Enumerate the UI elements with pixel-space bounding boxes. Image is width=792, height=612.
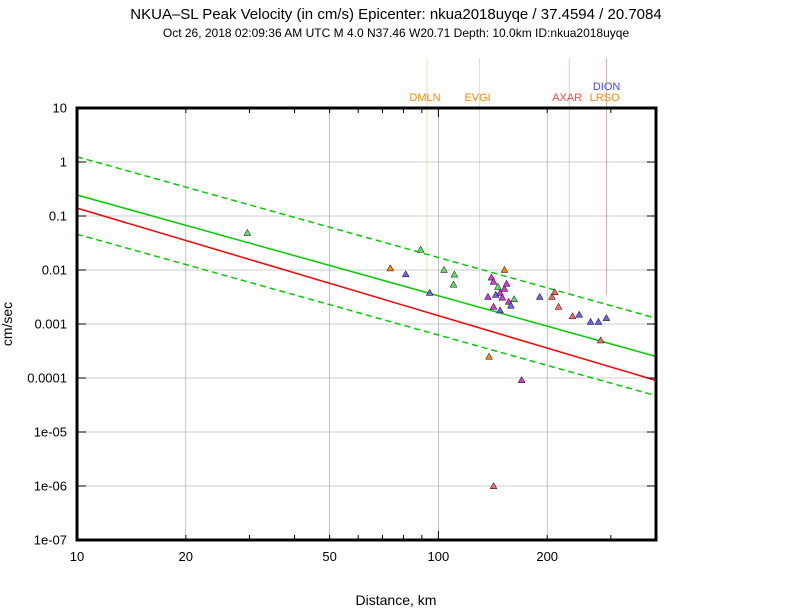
chart-subtitle: Oct 26, 2018 02:09:36 AM UTC M 4.0 N37.4…	[163, 26, 630, 40]
axis-ticks: 10 20 50 100 200 10 1 0.1 0.01 0.001 0.0001 1e-05 1e…	[27, 101, 657, 564]
data-point	[243, 228, 252, 236]
station-label: LRSO	[590, 92, 620, 104]
data-point	[586, 317, 595, 325]
data-point	[489, 482, 498, 489]
data-point	[596, 336, 605, 344]
station-label: AXAR	[552, 92, 582, 104]
curve-reference	[76, 207, 657, 382]
curve-mean	[76, 194, 657, 358]
curve-mean-1sd	[76, 233, 657, 397]
data-point	[502, 279, 511, 287]
data-point	[498, 293, 507, 301]
data-point	[489, 277, 498, 285]
data-point	[449, 280, 458, 288]
data-point	[554, 302, 563, 310]
y-tick-label: 0.01	[42, 263, 67, 278]
station-label: EVGI	[464, 92, 490, 104]
y-tick-label: 10	[53, 101, 67, 116]
data-point	[489, 302, 498, 310]
data-point	[401, 270, 410, 278]
data-point	[568, 312, 577, 320]
data-point	[494, 282, 502, 290]
y-tick-label: 0.0001	[27, 371, 67, 386]
data-point	[440, 265, 448, 273]
data-point	[425, 288, 434, 296]
y-axis-label: cm/sec	[0, 302, 15, 346]
data-point	[510, 295, 518, 303]
station-label: DMLN	[409, 92, 440, 104]
data-point	[575, 310, 584, 318]
data-points	[243, 228, 611, 489]
data-point	[496, 306, 504, 314]
data-point	[548, 292, 556, 300]
y-tick-label: 0.1	[49, 209, 67, 224]
x-tick-label: 50	[322, 549, 336, 564]
data-point	[507, 301, 515, 309]
data-point	[517, 376, 526, 383]
y-tick-label: 1e-07	[34, 533, 67, 548]
x-tick-label: 20	[179, 549, 193, 564]
x-tick-label: 100	[428, 549, 450, 564]
data-point	[386, 264, 395, 272]
prediction-curves	[76, 156, 657, 397]
curve-mean+1sd	[76, 156, 657, 319]
data-point	[500, 265, 509, 273]
data-point	[594, 317, 603, 325]
y-tick-label: 0.001	[34, 317, 67, 332]
data-point	[416, 245, 425, 253]
data-point	[500, 284, 509, 292]
y-tick-label: 1e-06	[34, 479, 67, 494]
data-point	[496, 288, 504, 296]
data-point	[485, 352, 493, 360]
data-point	[484, 292, 492, 300]
y-tick-label: 1	[60, 155, 67, 170]
x-tick-label: 10	[70, 549, 84, 564]
x-axis-label: Distance, km	[356, 592, 437, 608]
data-point	[450, 270, 459, 278]
x-tick-label: 200	[536, 549, 558, 564]
data-point	[550, 288, 559, 296]
data-point	[602, 313, 611, 321]
data-point	[535, 292, 544, 300]
y-tick-label: 1e-05	[34, 425, 67, 440]
chart-title: NKUA–SL Peak Velocity (in cm/s) Epicente…	[130, 6, 661, 23]
